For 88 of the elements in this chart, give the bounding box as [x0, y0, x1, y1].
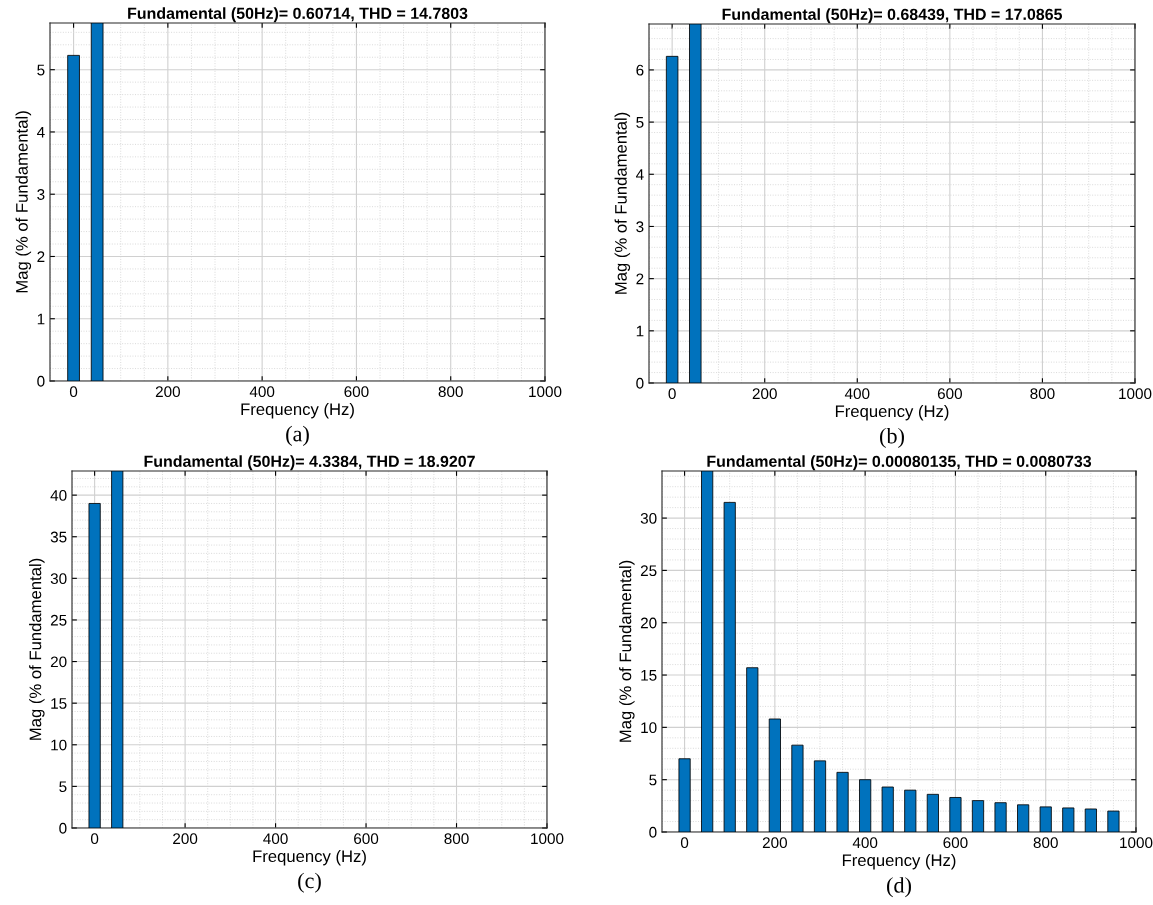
bar: [904, 789, 917, 832]
bar: [836, 771, 849, 832]
x-tick-label: 1000: [529, 386, 562, 398]
bar: [791, 744, 804, 832]
x-tick-label: 1000: [1119, 388, 1152, 400]
y-tick-label: 30: [50, 573, 67, 585]
x-axis-title: Frequency (Hz): [842, 853, 956, 870]
y-tick-label: 15: [641, 670, 657, 681]
y-tick-label: 25: [50, 614, 67, 626]
y-tick-label: 40: [50, 490, 67, 501]
y-tick-label: 1: [636, 325, 644, 337]
x-tick-label: 200: [155, 386, 181, 398]
y-tick-label: 5: [649, 774, 657, 786]
y-tick-label: 30: [640, 512, 657, 524]
x-tick-label: 600: [937, 388, 963, 400]
y-tick-label: 20: [50, 656, 67, 668]
x-tick-label: 800: [1033, 837, 1058, 849]
x-axis-title: Frequency (Hz): [241, 402, 354, 419]
y-tick-label: 25: [640, 565, 657, 577]
y-tick-label: 0: [636, 377, 644, 389]
y-tick-label: 10: [641, 722, 657, 734]
x-tick-label: 800: [1030, 388, 1055, 400]
x-tick-label: 1000: [1120, 837, 1153, 849]
x-tick-label: 400: [263, 833, 288, 845]
y-tick-label: 5: [37, 64, 45, 76]
text: (c): [298, 872, 321, 893]
x-tick-label: 200: [762, 837, 788, 849]
x-tick-label: 0: [680, 837, 689, 849]
bar: [926, 793, 939, 832]
y-tick-label: 0: [59, 822, 67, 834]
bar: [949, 797, 962, 832]
chart-title: Fundamental (50Hz)= 0.60714, THD = 14.7803: [128, 7, 468, 23]
chart-title: Fundamental (50Hz)= 0.00080135, THD = 0.0080733: [707, 455, 1092, 471]
bar: [723, 501, 736, 832]
y-tick-label: 4: [36, 126, 45, 138]
bar: [746, 667, 759, 832]
bar: [1039, 806, 1052, 832]
chart-title: Fundamental (50Hz)= 4.3384, THD = 18.9207: [144, 455, 475, 471]
y-tick-label: 20: [640, 617, 657, 629]
bar: [1107, 810, 1120, 832]
x-tick-label: 600: [943, 837, 968, 849]
y-tick-label: 6: [636, 64, 644, 76]
bar: [859, 779, 872, 832]
x-tick-label: 800: [444, 833, 469, 845]
bar: [678, 758, 691, 832]
x-tick-label: 600: [344, 386, 369, 398]
x-tick-label: 200: [752, 388, 777, 400]
x-tick-label: 400: [249, 386, 275, 398]
bar: [768, 718, 781, 832]
y-tick-label: 2: [37, 251, 45, 263]
bar: [1062, 807, 1075, 832]
x-tick-label: 0: [668, 388, 676, 400]
bar: [813, 760, 827, 832]
y-tick-label: 10: [51, 739, 67, 751]
bar: [1084, 808, 1097, 832]
text: (d): [887, 877, 911, 898]
y-tick-label: 5: [59, 781, 67, 793]
y-tick-label: 4: [635, 169, 644, 180]
x-tick-label: 600: [354, 833, 379, 845]
y-tick-label: 3: [636, 221, 644, 233]
x-tick-label: 0: [69, 386, 78, 398]
text: (b): [880, 427, 904, 449]
y-tick-label: 1: [37, 313, 45, 325]
x-tick-label: 200: [173, 833, 198, 845]
x-tick-label: 400: [844, 388, 870, 400]
bar: [971, 800, 985, 832]
y-axis-title: Mag (% of Fundamental): [29, 558, 45, 740]
x-tick-label: 0: [90, 833, 99, 845]
y-axis-title: Mag (% of Fundamental): [15, 111, 32, 293]
x-tick-label: 800: [438, 386, 463, 398]
y-tick-label: 35: [50, 531, 67, 543]
y-tick-label: 0: [37, 375, 45, 387]
x-axis-title: Frequency (Hz): [253, 849, 366, 866]
bar: [994, 802, 1007, 832]
y-tick-label: 5: [636, 117, 644, 128]
x-tick-label: 400: [852, 837, 878, 849]
y-axis-title: Mag (% of Fundamental): [614, 112, 631, 294]
x-tick-label: 1000: [531, 833, 564, 845]
chart-title: Fundamental (50Hz)= 0.68439, THD = 17.0865: [722, 8, 1063, 24]
text: (a): [286, 425, 309, 446]
y-tick-label: 3: [37, 189, 45, 200]
x-axis-title: Frequency (Hz): [835, 404, 949, 421]
bar: [1017, 804, 1030, 832]
bar: [701, 471, 714, 832]
bar: [881, 786, 894, 832]
y-tick-label: 2: [636, 273, 644, 285]
y-tick-label: 15: [51, 698, 67, 709]
y-axis-title: Mag (% of Fundamental): [619, 560, 635, 742]
